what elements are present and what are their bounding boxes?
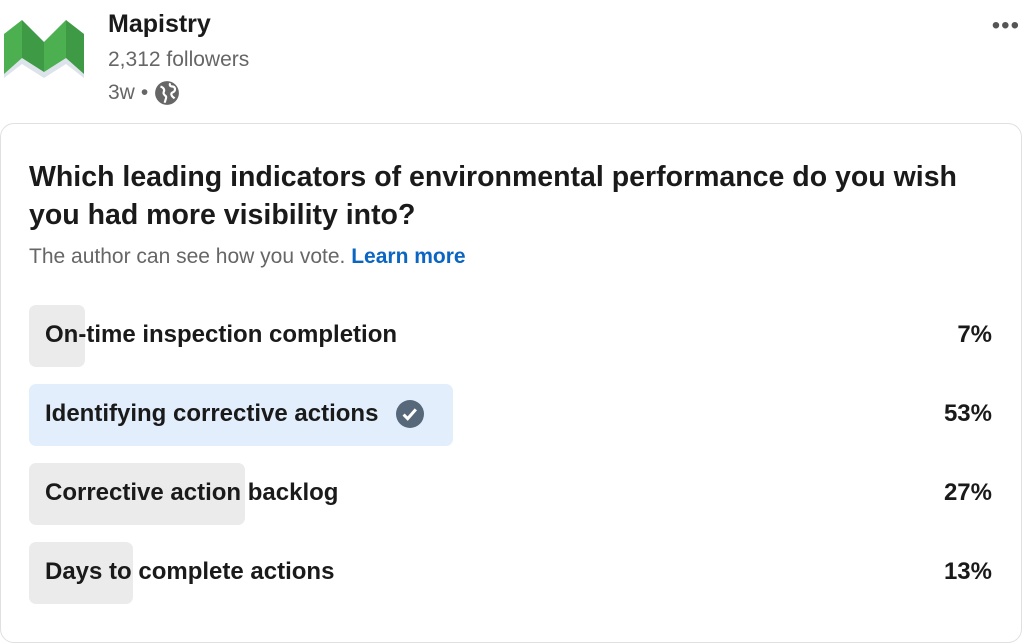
learn-more-link[interactable]: Learn more	[351, 245, 466, 268]
post-meta: 3w •	[108, 80, 180, 106]
check-circle-icon	[396, 400, 425, 428]
post-age: 3w	[108, 81, 135, 104]
option-percent: 7%	[957, 321, 992, 348]
option-label-wrap: Days to complete actions	[45, 558, 334, 586]
option-label: On-time inspection completion	[45, 321, 398, 348]
option-label: Days to complete actions	[45, 558, 335, 585]
poll-option[interactable]: On-time inspection completion 7%	[29, 305, 992, 367]
author-name[interactable]: Mapistry	[108, 10, 211, 38]
option-percent: 53%	[943, 400, 992, 427]
poll-option[interactable]: Corrective action backlog 27%	[29, 463, 992, 525]
option-label: Identifying corrective actions	[45, 400, 379, 427]
globe-icon	[155, 81, 180, 105]
option-label-wrap: Identifying corrective actions	[45, 400, 425, 428]
option-label: Corrective action backlog	[45, 479, 339, 506]
result-bar	[29, 305, 85, 367]
option-label-wrap: On-time inspection completion	[45, 321, 397, 349]
result-bar	[29, 463, 245, 525]
separator: •	[140, 81, 149, 104]
poll-option[interactable]: Identifying corrective actions 53%	[29, 384, 992, 446]
mapistry-logo[interactable]	[4, 20, 84, 78]
option-label-wrap: Corrective action backlog	[45, 479, 338, 507]
result-bar	[29, 384, 453, 446]
option-percent: 27%	[943, 479, 992, 506]
poll-visibility-note: The author can see how you vote. Learn m…	[29, 245, 466, 269]
poll-option[interactable]: Days to complete actions 13%	[29, 542, 992, 604]
poll-question: Which leading indicators of environmenta…	[29, 161, 957, 231]
note-text: The author can see how you vote.	[29, 245, 346, 268]
more-options-button[interactable]: •••	[991, 12, 1020, 39]
option-percent: 13%	[943, 558, 992, 585]
follower-count: 2,312 followers	[108, 48, 250, 71]
result-bar	[29, 542, 133, 604]
